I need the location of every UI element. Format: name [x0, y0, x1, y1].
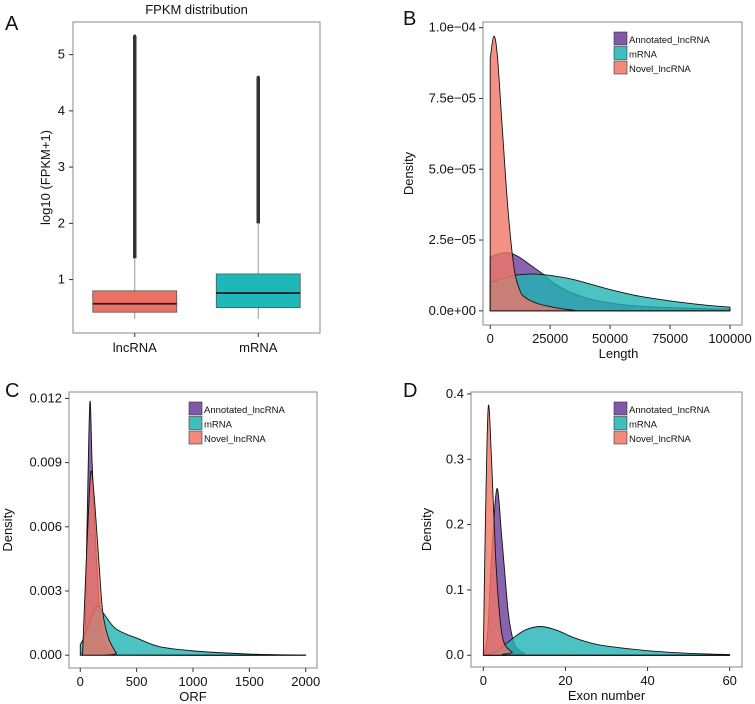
y-tick-label: 0.012: [29, 390, 62, 405]
legend-swatch: [613, 416, 628, 430]
x-tick-label: 20: [558, 673, 572, 688]
legend-label: Annotated_lncRNA: [629, 35, 710, 46]
legend-label: Novel_lncRNA: [629, 64, 691, 75]
y-tick-label: 0.003: [29, 583, 62, 598]
x-tick-label: 2000: [291, 674, 320, 689]
y-axis-label: log10 (FPKM+1): [38, 130, 53, 225]
density-area-mrna: [489, 273, 731, 312]
panel-letter: B: [403, 8, 416, 30]
y-tick-label: 0.1: [446, 582, 464, 597]
box-lncRNA: [92, 290, 178, 313]
x-tick-label: 500: [126, 674, 148, 689]
legend-swatch: [188, 401, 203, 416]
legend-swatch: [613, 60, 628, 75]
x-tick-label: 0: [480, 673, 487, 688]
legend-swatch: [613, 31, 628, 46]
y-axis-label: Density: [0, 508, 15, 552]
density-area-mrna: [482, 626, 731, 656]
box-mRNA: [215, 273, 301, 309]
y-tick-label: 1: [58, 272, 65, 287]
legend-label: Novel_lncRNA: [629, 434, 691, 445]
x-tick-label: 1000: [179, 674, 208, 689]
outlier-point: [256, 75, 260, 79]
legend-label: Novel_lncRNA: [204, 434, 266, 445]
y-tick-label: 1.0e−04: [429, 20, 476, 35]
x-tick-label: 60: [722, 673, 736, 688]
x-tick-label: 50000: [592, 331, 628, 346]
y-tick-label: 0.2: [446, 517, 464, 532]
y-tick-label: 0.000: [29, 647, 62, 662]
panel-letter: D: [403, 380, 417, 402]
panel-letter: C: [5, 380, 19, 402]
legend-swatch: [188, 430, 203, 445]
panel-letter: A: [5, 13, 19, 35]
density-area-novel_lncrna: [489, 35, 731, 312]
density-area-novel_lncrna: [482, 404, 731, 656]
y-tick-label: 3: [58, 159, 65, 174]
outlier-point: [133, 34, 137, 38]
panel-C: C 0 500 1000 1500 2000 0.000 0.003 0.006 0.009 0.0…: [0, 380, 320, 704]
panel-B: B 0 25000 50000 75000 100000 0.0e+00 2.5e−05 5.0…: [401, 8, 752, 361]
x-axis-label: Exon number: [568, 688, 646, 703]
chart-title: FPKM distribution: [145, 2, 248, 17]
x-tick-label: 0: [77, 674, 84, 689]
x-tick-label: 75000: [652, 331, 688, 346]
legend-label: mRNA: [629, 50, 658, 61]
y-axis-label: Density: [419, 507, 434, 551]
legend-swatch: [613, 401, 628, 416]
panel-A: A FPKM distribution lncRNA mRNA 1 2 3 4 5 log10 (…: [5, 2, 321, 355]
y-tick-label: 2: [58, 215, 65, 230]
x-tick-label: 100000: [708, 331, 751, 346]
y-tick-label: 0.009: [29, 455, 62, 470]
y-tick-label: 4: [58, 103, 65, 118]
y-tick-label: 5: [58, 47, 65, 62]
y-tick-label: 0.0: [446, 647, 464, 662]
x-tick-label: 0: [487, 331, 494, 346]
x-tick-label: mRNA: [239, 340, 278, 355]
y-tick-label: 0.0e+00: [429, 303, 476, 318]
x-tick-label: 1500: [235, 674, 264, 689]
legend-label: mRNA: [629, 420, 658, 431]
legend-swatch: [613, 46, 628, 60]
y-tick-label: 0.4: [446, 386, 464, 401]
legend-swatch: [188, 416, 203, 430]
plot-frame: [470, 391, 743, 668]
x-tick-label: 40: [640, 673, 654, 688]
legend-label: Annotated_lncRNA: [204, 405, 285, 416]
y-tick-label: 2.5e−05: [429, 232, 476, 247]
y-tick-label: 7.5e−05: [429, 90, 476, 105]
y-tick-label: 5.0e−05: [429, 161, 476, 176]
legend-label: mRNA: [204, 420, 233, 431]
y-tick-label: 0.006: [29, 519, 62, 534]
x-axis-label: ORF: [179, 689, 207, 704]
panel-D: D 0 20 40 60 0.0 0.1 0.2 0.3 0.4 Exon number Densit…: [403, 380, 743, 703]
y-axis-label: Density: [401, 151, 416, 195]
legend-swatch: [613, 430, 628, 445]
x-axis-label: Length: [599, 346, 639, 361]
x-tick-label: lncRNA: [113, 340, 157, 355]
x-tick-label: 25000: [532, 331, 568, 346]
y-tick-label: 0.3: [446, 451, 464, 466]
density-area-novel_lncrna: [82, 470, 307, 656]
legend-label: Annotated_lncRNA: [629, 405, 710, 416]
